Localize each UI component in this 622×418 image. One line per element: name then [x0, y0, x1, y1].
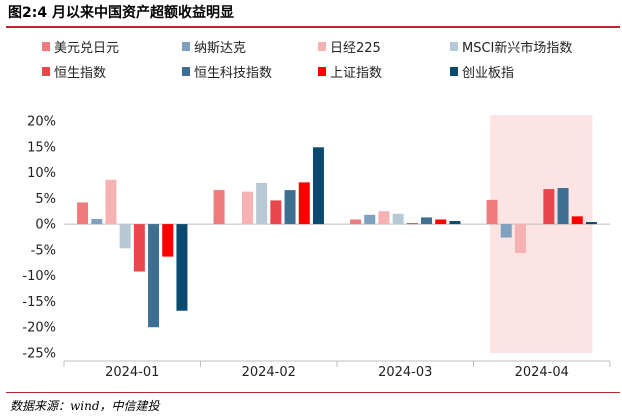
bar — [105, 179, 117, 225]
bar — [500, 224, 512, 238]
y-tick-label: -25% — [22, 347, 56, 362]
bar — [543, 189, 555, 225]
bar — [298, 182, 310, 225]
figure-title: 图2:4 月以来中国资产超额收益明显 — [8, 5, 234, 21]
legend-label: 创业板指 — [462, 66, 514, 81]
legend-label: 日经225 — [330, 41, 381, 56]
bar — [585, 222, 597, 225]
y-tick-label: -10% — [22, 269, 56, 284]
legend-swatch — [42, 67, 50, 76]
bar — [449, 221, 461, 225]
bar — [213, 190, 225, 225]
x-tick-label: 2024-03 — [378, 365, 432, 380]
legend-label: 恒生指数 — [54, 66, 106, 81]
legend-label: 美元兑日元 — [54, 41, 119, 56]
bar — [119, 224, 131, 249]
y-tick-label: 20% — [27, 115, 56, 130]
bar — [133, 224, 145, 272]
y-tick-label: -20% — [22, 321, 56, 336]
bar — [91, 218, 103, 225]
legend-swatch — [450, 67, 458, 76]
bar — [176, 224, 188, 311]
bar — [256, 182, 268, 225]
legend-label: 上证指数 — [330, 66, 382, 81]
legend-swatch — [42, 42, 50, 51]
legend-swatch — [182, 42, 190, 51]
y-tick-label: 5% — [35, 192, 56, 207]
bar — [148, 224, 160, 328]
bar — [435, 219, 447, 225]
legend-label: MSCI新兴市场指数 — [462, 40, 572, 56]
legend-label: 恒生科技指数 — [194, 66, 272, 81]
legend-swatch — [182, 67, 190, 76]
bar — [571, 216, 583, 225]
legend-label: 纳斯达克 — [194, 41, 246, 56]
bar — [392, 213, 404, 225]
y-tick-label: 15% — [27, 140, 56, 155]
legend-swatch — [318, 67, 326, 76]
bar — [270, 200, 282, 225]
bar — [557, 188, 569, 225]
bar — [421, 217, 433, 225]
bar — [364, 214, 376, 225]
bar — [284, 190, 296, 225]
bar — [77, 202, 89, 225]
legend-swatch — [450, 42, 458, 51]
bar — [378, 211, 390, 225]
x-tick-label: 2024-04 — [515, 365, 569, 380]
title-divider — [6, 26, 620, 28]
bar — [312, 147, 324, 225]
legend-swatch — [318, 42, 326, 51]
y-tick-label: -5% — [31, 243, 56, 258]
x-tick-label: 2024-01 — [105, 365, 159, 380]
bar — [486, 199, 498, 225]
bar — [406, 223, 418, 225]
bar — [514, 224, 526, 253]
bar — [241, 191, 253, 225]
y-tick-label: -15% — [22, 295, 56, 310]
y-tick-label: 10% — [27, 166, 56, 181]
x-tick-label: 2024-02 — [242, 365, 296, 380]
bar — [162, 224, 174, 257]
bar — [350, 219, 362, 225]
source-note: 数据来源：wind，中信建投 — [10, 399, 160, 413]
y-tick-label: 0% — [35, 218, 56, 233]
source-divider — [6, 392, 620, 393]
